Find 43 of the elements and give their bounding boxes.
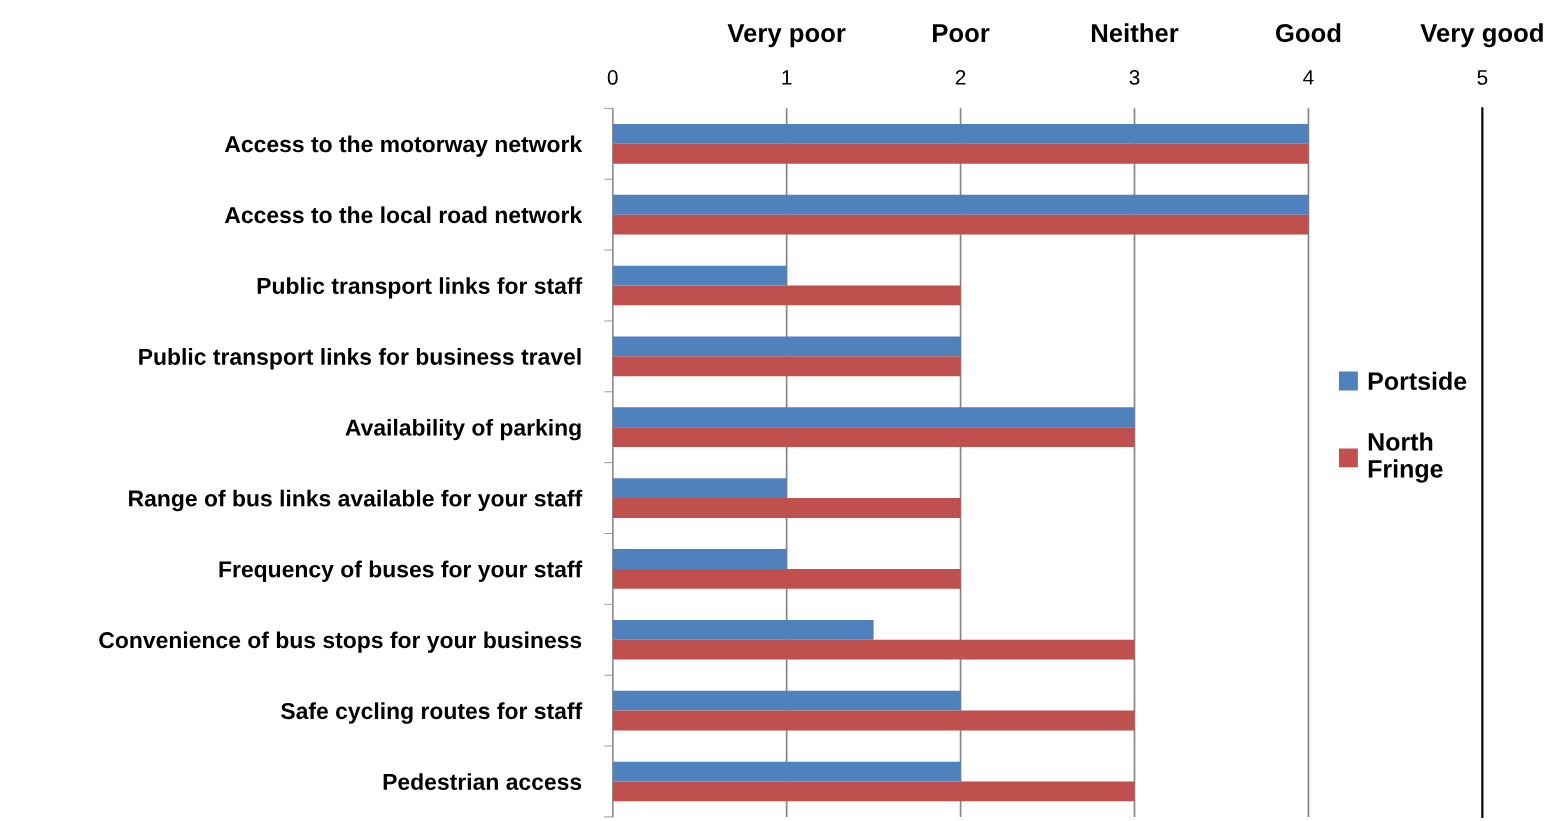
bar xyxy=(612,710,1135,731)
bar xyxy=(612,285,961,306)
bar xyxy=(612,478,787,499)
y-tick-label: Frequency of buses for your staff xyxy=(219,560,583,582)
text: Very poor xyxy=(727,24,846,48)
bar xyxy=(612,143,1309,164)
text: Neither xyxy=(1091,23,1179,43)
x-tick-label: 5 xyxy=(1477,70,1488,85)
bar xyxy=(612,568,961,589)
text: Poor xyxy=(933,24,990,43)
bar xyxy=(612,214,1309,235)
bar xyxy=(612,123,1309,144)
y-tick-label: Convenience of bus stops for your business xyxy=(99,631,582,653)
bar xyxy=(612,265,787,286)
bar xyxy=(612,781,1135,802)
x-tick-label: 3 xyxy=(1129,70,1140,85)
legend-label: Portside xyxy=(1368,371,1467,390)
legend-label: North Fringe xyxy=(1368,432,1443,483)
y-tick-label: Access to the local road network xyxy=(224,206,583,224)
bar xyxy=(612,690,961,711)
y-tick-label: Public transport links for business travel xyxy=(139,348,581,370)
x-tick-label: 4 xyxy=(1303,70,1314,85)
bar xyxy=(612,194,1309,215)
y-tick-label: Range of bus links available for your staff xyxy=(129,489,583,512)
y-tick-label: Pedestrian access xyxy=(383,773,582,790)
bar xyxy=(612,549,787,569)
y-tick-label: Public transport links for staff xyxy=(257,277,583,299)
bar xyxy=(612,498,961,518)
text: Very good xyxy=(1420,23,1543,48)
bar xyxy=(612,407,1135,428)
y-tick-label: Safe cycling routes for staff xyxy=(281,702,583,724)
bar xyxy=(612,336,961,357)
x-tick-label: 0 xyxy=(607,70,618,85)
bar xyxy=(612,761,961,782)
bar xyxy=(612,427,1135,448)
x-tick-label: 2 xyxy=(955,70,966,85)
y-tick-label: Access to the motorway network xyxy=(224,135,583,157)
bar xyxy=(612,356,961,377)
text: Good xyxy=(1275,23,1341,43)
x-tick-label: 1 xyxy=(782,70,792,85)
bar xyxy=(612,639,1135,660)
y-tick-label: Availability of parking xyxy=(345,418,581,441)
bar xyxy=(612,619,874,640)
